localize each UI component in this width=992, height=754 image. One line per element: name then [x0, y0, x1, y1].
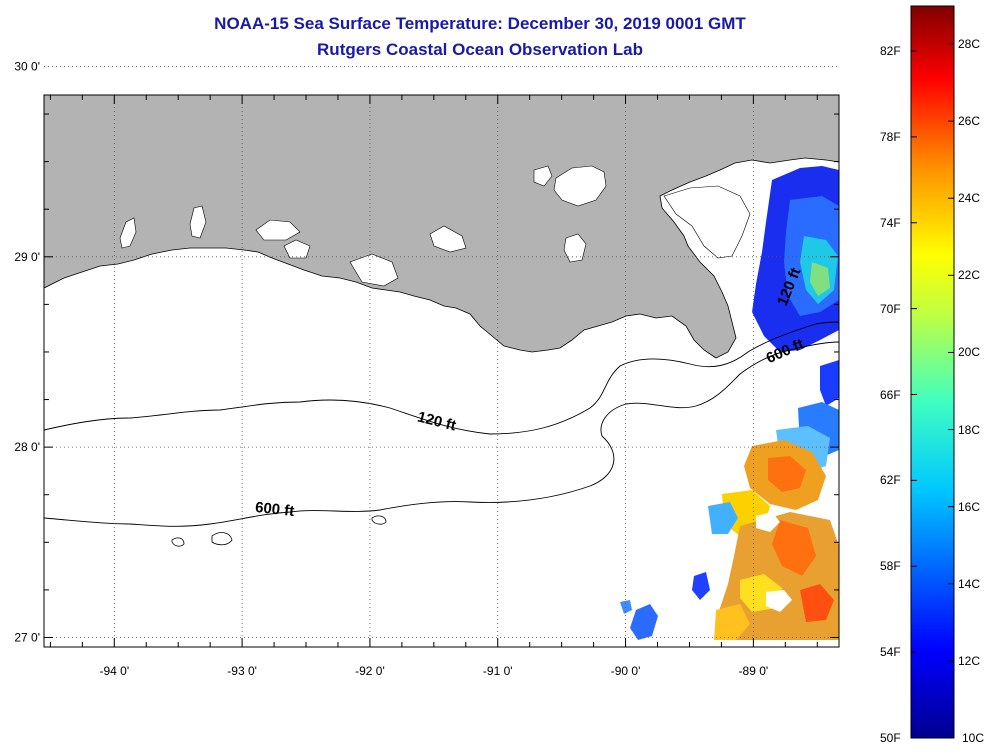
lat-tick-label: 28 0' [14, 440, 40, 454]
lon-tick-label: -94 0' [99, 664, 129, 678]
colorbar-c-label: 10C [962, 731, 985, 745]
lat-tick-label: 27 0' [14, 630, 40, 644]
chandeleur-sound [663, 185, 751, 259]
colorbar-c-label: 18C [958, 422, 981, 437]
lon-tick-label: -93 0' [227, 664, 257, 678]
map-subtitle: Rutgers Coastal Ocean Observation Lab [317, 40, 643, 59]
axis-labels: -94 0' -93 0' -92 0' -91 0' -90 0' -89 0' 30 0… [14, 59, 768, 678]
colorbar-c-label: 20C [958, 345, 981, 360]
lon-tick-label: -90 0' [611, 664, 641, 678]
sst-data-patches [620, 166, 839, 640]
terrebonne-bays [429, 225, 467, 253]
white-lake [255, 219, 301, 241]
colorbar-f-label: 62F [880, 473, 901, 488]
graticule [44, 66, 839, 647]
colorbar [910, 5, 955, 739]
atchafalaya-bays [349, 253, 399, 287]
grand-lake [283, 239, 311, 259]
colorbar-f-label: 58F [880, 559, 901, 574]
lat-tick-label: 30 0' [14, 59, 40, 73]
contour-600ft-island [171, 537, 185, 547]
map-frame [43, 94, 840, 648]
sabine-lake [189, 205, 207, 239]
contour-label-600ft: 600 ft [254, 499, 295, 520]
colorbar-c-label: 12C [958, 653, 981, 668]
lake-maurepas [533, 165, 553, 187]
colorbar-c-label: 24C [958, 191, 981, 206]
lon-tick-label: -89 0' [739, 664, 769, 678]
contour-600ft-island [371, 515, 387, 525]
land-coastline [44, 95, 839, 359]
lon-tick-label: -91 0' [483, 664, 513, 678]
colorbar-c-label: 26C [958, 114, 981, 129]
colorbar-f-label: 78F [880, 129, 901, 144]
colorbar-f-label: 70F [880, 301, 901, 316]
colorbar-c-label: 16C [958, 499, 981, 514]
contour-120ft-line [44, 321, 839, 435]
colorbar-f-label: 54F [880, 645, 901, 660]
colorbar-f-label: 50F [880, 731, 901, 745]
colorbar-c-label: 14C [958, 576, 981, 591]
lake-calcasieu [119, 217, 137, 249]
colorbar-f-label: 74F [880, 215, 901, 230]
map-title: NOAA-15 Sea Surface Temperature: Decembe… [214, 14, 746, 33]
colorbar-f-label: 82F [880, 44, 901, 58]
colorbar-ticks [911, 43, 954, 739]
colorbar-f-label: 66F [880, 387, 901, 402]
contour-600ft-line [44, 341, 839, 527]
colorbar-c-label: 22C [958, 268, 981, 283]
lake-pontchartrain [553, 165, 607, 207]
barataria-bay [563, 233, 587, 263]
axis-ticks [44, 95, 839, 647]
contour-600ft-island [211, 532, 233, 546]
lon-tick-label: -92 0' [355, 664, 385, 678]
colorbar-c-label: 28C [958, 37, 981, 51]
lat-tick-label: 29 0' [14, 250, 40, 264]
